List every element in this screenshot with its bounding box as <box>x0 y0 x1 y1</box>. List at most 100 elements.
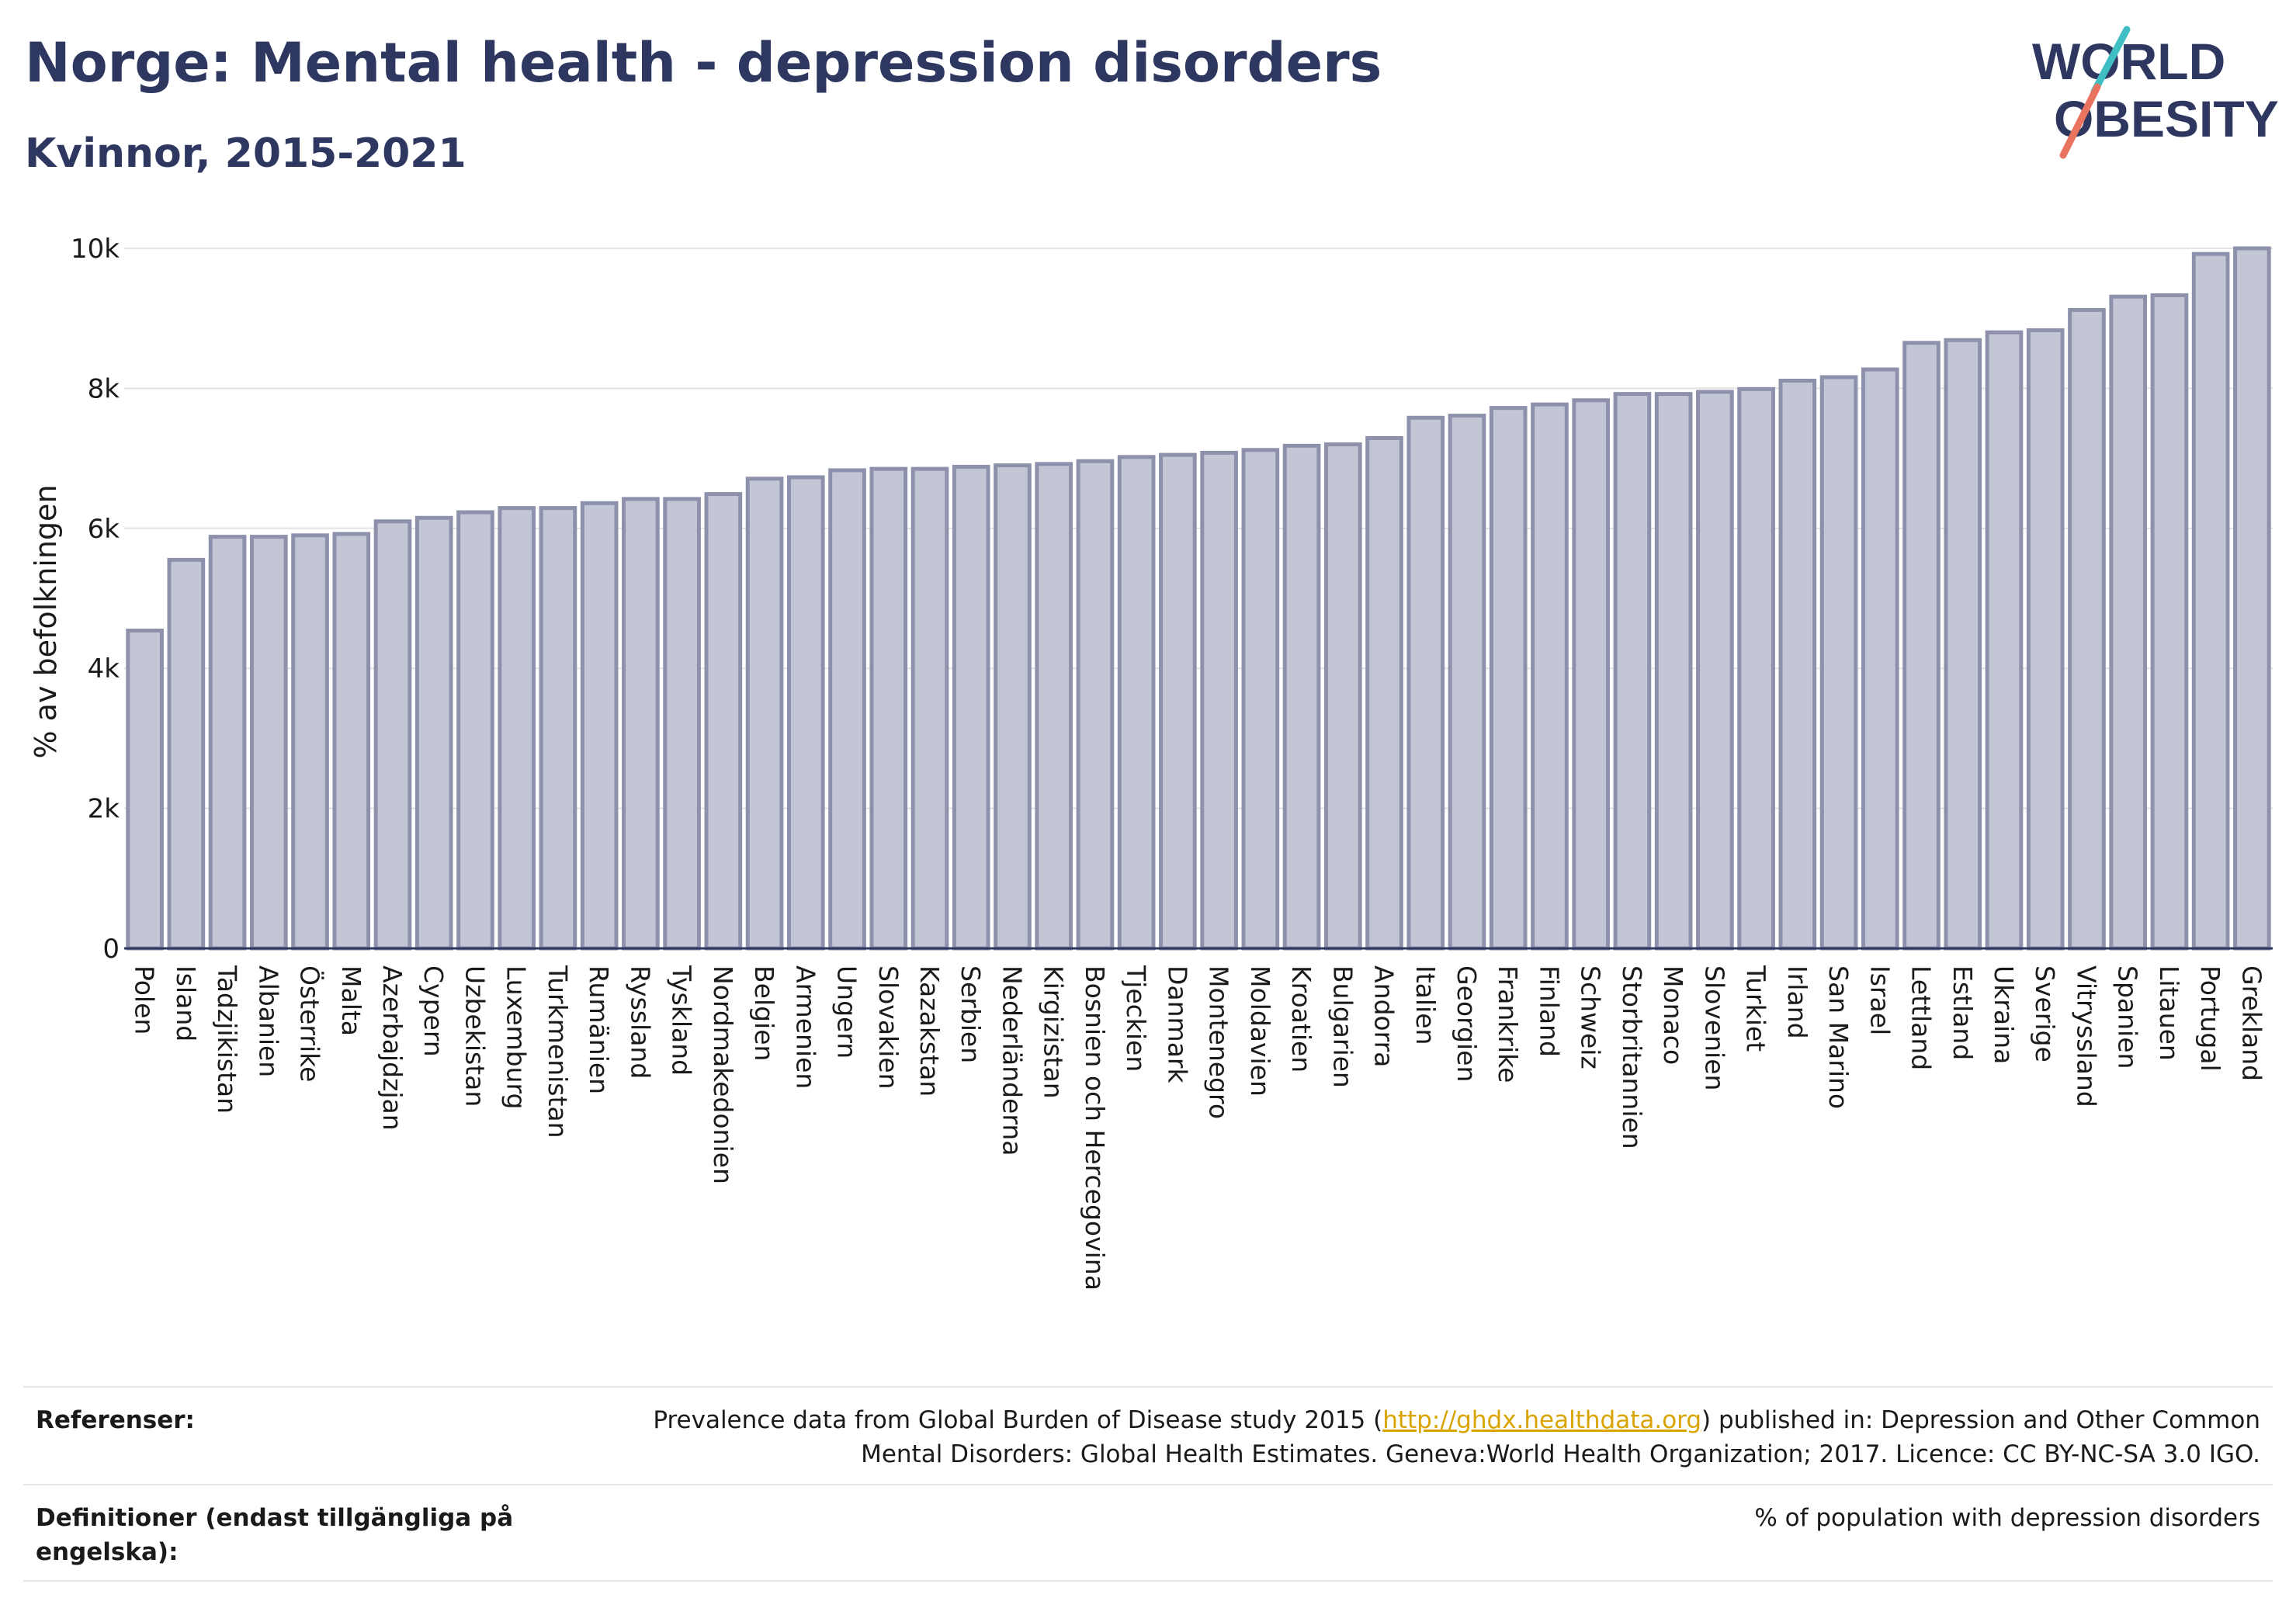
bar[interactable] <box>745 477 784 951</box>
bar-chart: 0 2k 4k 6k 8k 10k Polen Island Tadzjikistan Alba… <box>29 234 2273 1291</box>
bar[interactable] <box>952 464 990 951</box>
bar[interactable] <box>1819 375 1858 951</box>
bar[interactable] <box>910 466 949 951</box>
y-axis-label: % av befolkningen <box>29 484 63 758</box>
bar[interactable] <box>1406 415 1445 951</box>
bar[interactable] <box>2068 307 2106 951</box>
bar[interactable] <box>663 497 701 951</box>
bar[interactable] <box>1241 448 1280 951</box>
logo-line-1: WORLD <box>2032 33 2225 90</box>
references-link[interactable]: http://ghdx.healthdata.org <box>1382 1406 1702 1434</box>
bar[interactable] <box>373 519 412 951</box>
bar[interactable] <box>498 506 536 951</box>
bar[interactable] <box>1323 442 1362 951</box>
bar[interactable] <box>2109 294 2148 951</box>
bar[interactable] <box>126 628 164 951</box>
footer-divider-middle <box>23 1484 2273 1485</box>
x-tick-label: Luxemburg <box>501 965 532 1109</box>
bar[interactable] <box>167 557 206 951</box>
bar[interactable] <box>994 463 1032 951</box>
x-tick-label: Danmark <box>1162 965 1192 1083</box>
bar[interactable] <box>291 533 329 951</box>
x-tick-label: Malta <box>336 965 366 1036</box>
x-tick-label: Slovakien <box>873 965 903 1090</box>
bar[interactable] <box>539 506 577 951</box>
bar[interactable] <box>1035 462 1073 951</box>
x-tick-label: Frankrike <box>1493 965 1523 1083</box>
bars <box>126 246 2271 951</box>
bar[interactable] <box>1944 338 1982 951</box>
bar[interactable] <box>1200 450 1238 951</box>
bar[interactable] <box>1778 378 1817 951</box>
bar[interactable] <box>1531 402 1569 951</box>
footer-divider-bottom <box>23 1580 2273 1582</box>
x-tick-label: Ryssland <box>625 965 655 1079</box>
bar[interactable] <box>786 475 825 951</box>
x-tick-label: Vitryssland <box>2071 965 2101 1107</box>
bar[interactable] <box>1572 398 1611 951</box>
x-tick-label: Ukraina <box>1989 965 2019 1064</box>
references-label: Referenser: <box>36 1406 195 1434</box>
x-tick-label: Tjeckien <box>1121 965 1151 1072</box>
x-tick-label: Kroatien <box>1286 965 1316 1073</box>
x-tick-label: Uzbekistan <box>460 965 490 1107</box>
bar[interactable] <box>2150 293 2189 951</box>
logo-stroke-teal <box>2090 26 2131 95</box>
bar[interactable] <box>1861 367 1899 951</box>
x-tick-label: Polen <box>130 965 160 1035</box>
bar[interactable] <box>2233 246 2271 951</box>
bar[interactable] <box>1365 435 1403 951</box>
bar[interactable] <box>1117 455 1156 951</box>
x-tick-label: Nederländerna <box>997 965 1027 1156</box>
bar[interactable] <box>1076 459 1115 951</box>
x-tick-label: Litauen <box>2154 965 2184 1061</box>
definitions-text: % of population with depression disorder… <box>1754 1504 2260 1532</box>
bar[interactable] <box>332 532 371 951</box>
bar[interactable] <box>1282 443 1321 951</box>
x-tick-label: Israel <box>1864 965 1895 1035</box>
logo-stroke-coral <box>2059 83 2101 159</box>
bar[interactable] <box>1737 386 1775 951</box>
bar[interactable] <box>208 535 247 951</box>
x-tick-label: Storbritannien <box>1617 965 1647 1149</box>
x-tick-label: Albanien <box>253 965 283 1077</box>
x-tick-label: Kazakstan <box>914 965 945 1097</box>
bar[interactable] <box>249 535 288 951</box>
world-obesity-logo: WORLD OBESITY <box>2032 26 2279 159</box>
bar[interactable] <box>2191 251 2230 951</box>
bar[interactable] <box>1902 341 1941 951</box>
x-tick-label: Schweiz <box>1576 965 1606 1069</box>
bar[interactable] <box>456 510 494 951</box>
bar[interactable] <box>1654 392 1693 951</box>
x-tick-label: Grekland <box>2236 965 2267 1081</box>
bar[interactable] <box>1159 452 1197 951</box>
x-tick-label: Ungern <box>832 965 862 1059</box>
x-tick-label: Finland <box>1534 965 1564 1057</box>
x-tick-label: Andorra <box>1369 965 1399 1067</box>
bar[interactable] <box>1985 330 2024 951</box>
x-tick-label: Georgien <box>1451 965 1482 1082</box>
x-tick-label: Irland <box>1782 965 1812 1039</box>
bar[interactable] <box>869 466 908 951</box>
bar[interactable] <box>1489 406 1528 951</box>
definitions-label: Definitioner (endast tillgängliga på eng… <box>36 1504 514 1566</box>
bar[interactable] <box>580 501 619 951</box>
x-tick-label: San Marino <box>1823 965 1854 1109</box>
x-tick-label: Bulgarien <box>1327 965 1358 1088</box>
references-text-before: Prevalence data from Global Burden of Di… <box>653 1406 1383 1434</box>
bar[interactable] <box>704 492 743 951</box>
bar[interactable] <box>2026 328 2065 951</box>
bar[interactable] <box>622 497 660 951</box>
bar[interactable] <box>828 468 866 951</box>
y-tick-label: 4k <box>88 653 120 684</box>
bar[interactable] <box>1613 392 1652 951</box>
x-tick-label: Moldavien <box>1245 965 1275 1097</box>
x-axis-labels: Polen Island Tadzjikistan Albanien Österrike… <box>130 965 2267 1291</box>
references-text-after: ) published in: Depression and Other Com… <box>861 1406 2260 1468</box>
bar[interactable] <box>414 515 453 951</box>
bar[interactable] <box>1448 414 1486 951</box>
x-tick-label: Cypern <box>418 965 449 1057</box>
x-tick-label: Azerbajdzjan <box>377 965 408 1131</box>
bar[interactable] <box>1696 390 1734 951</box>
x-tick-label: Belgien <box>749 965 779 1061</box>
